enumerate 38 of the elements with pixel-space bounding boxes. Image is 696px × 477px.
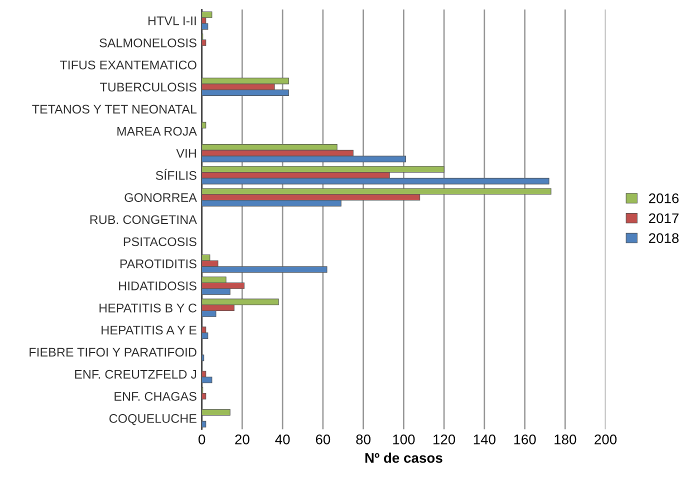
bar: [202, 122, 206, 128]
x-tick-label: 40: [275, 434, 290, 444]
y-tick-label: GONORREA: [124, 193, 197, 202]
x-tick-label: 60: [316, 434, 330, 444]
y-tick-label: SALMONELOSIS: [100, 38, 196, 48]
y-tick-label: COQUELUCHE: [109, 414, 196, 426]
y-tick-label: RUB. CONGETINA: [90, 215, 197, 224]
legend-label: 2016: [649, 193, 679, 204]
x-tick-label: 20: [235, 434, 250, 444]
y-tick-label: PAROTIDITIS: [120, 259, 196, 268]
x-tick-label: 120: [434, 434, 456, 444]
y-tick-label: HEPATITIS B Y C: [100, 304, 196, 312]
y-tick-label: ENF. CREUTZFELD J: [75, 370, 196, 379]
legend-label: 2017: [649, 213, 679, 224]
y-tick-label: MAREA ROJA: [117, 126, 197, 136]
x-tick-label: 200: [594, 434, 617, 444]
y-tick-label: VIH: [176, 149, 196, 158]
y-tick-label: ENF. CHAGAS: [114, 392, 196, 401]
y-tick-label: TUBERCULOSIS: [100, 82, 196, 92]
y-tick-label: TETANOS Y TET NEONATAL: [32, 104, 197, 114]
y-tick-label: HTVL I-II: [148, 16, 196, 26]
x-axis-title: Nº de casos: [365, 452, 442, 463]
y-tick-label: HEPATITIS A Y E: [102, 326, 196, 335]
x-tick-label: 160: [514, 434, 536, 444]
y-tick-label: HIDATIDOSIS: [119, 282, 196, 290]
y-tick-label: TIFUS EXANTEMATICO: [60, 60, 196, 70]
bar: [202, 409, 230, 416]
y-tick-label: SÍFILIS: [156, 168, 196, 180]
x-tick-label: 0: [198, 434, 206, 444]
x-tick-label: 80: [356, 434, 370, 444]
y-tick-label: FIEBRE TIFOI Y PARATIFOID: [30, 348, 196, 357]
bar: [202, 354, 204, 362]
x-tick-label: 180: [554, 434, 576, 444]
bar: [202, 420, 206, 428]
y-tick-label: PSITACOSIS: [124, 237, 196, 246]
legend-label: 2018: [649, 233, 679, 244]
x-tick-label: 100: [393, 434, 415, 444]
x-tick-label: 140: [474, 434, 496, 444]
